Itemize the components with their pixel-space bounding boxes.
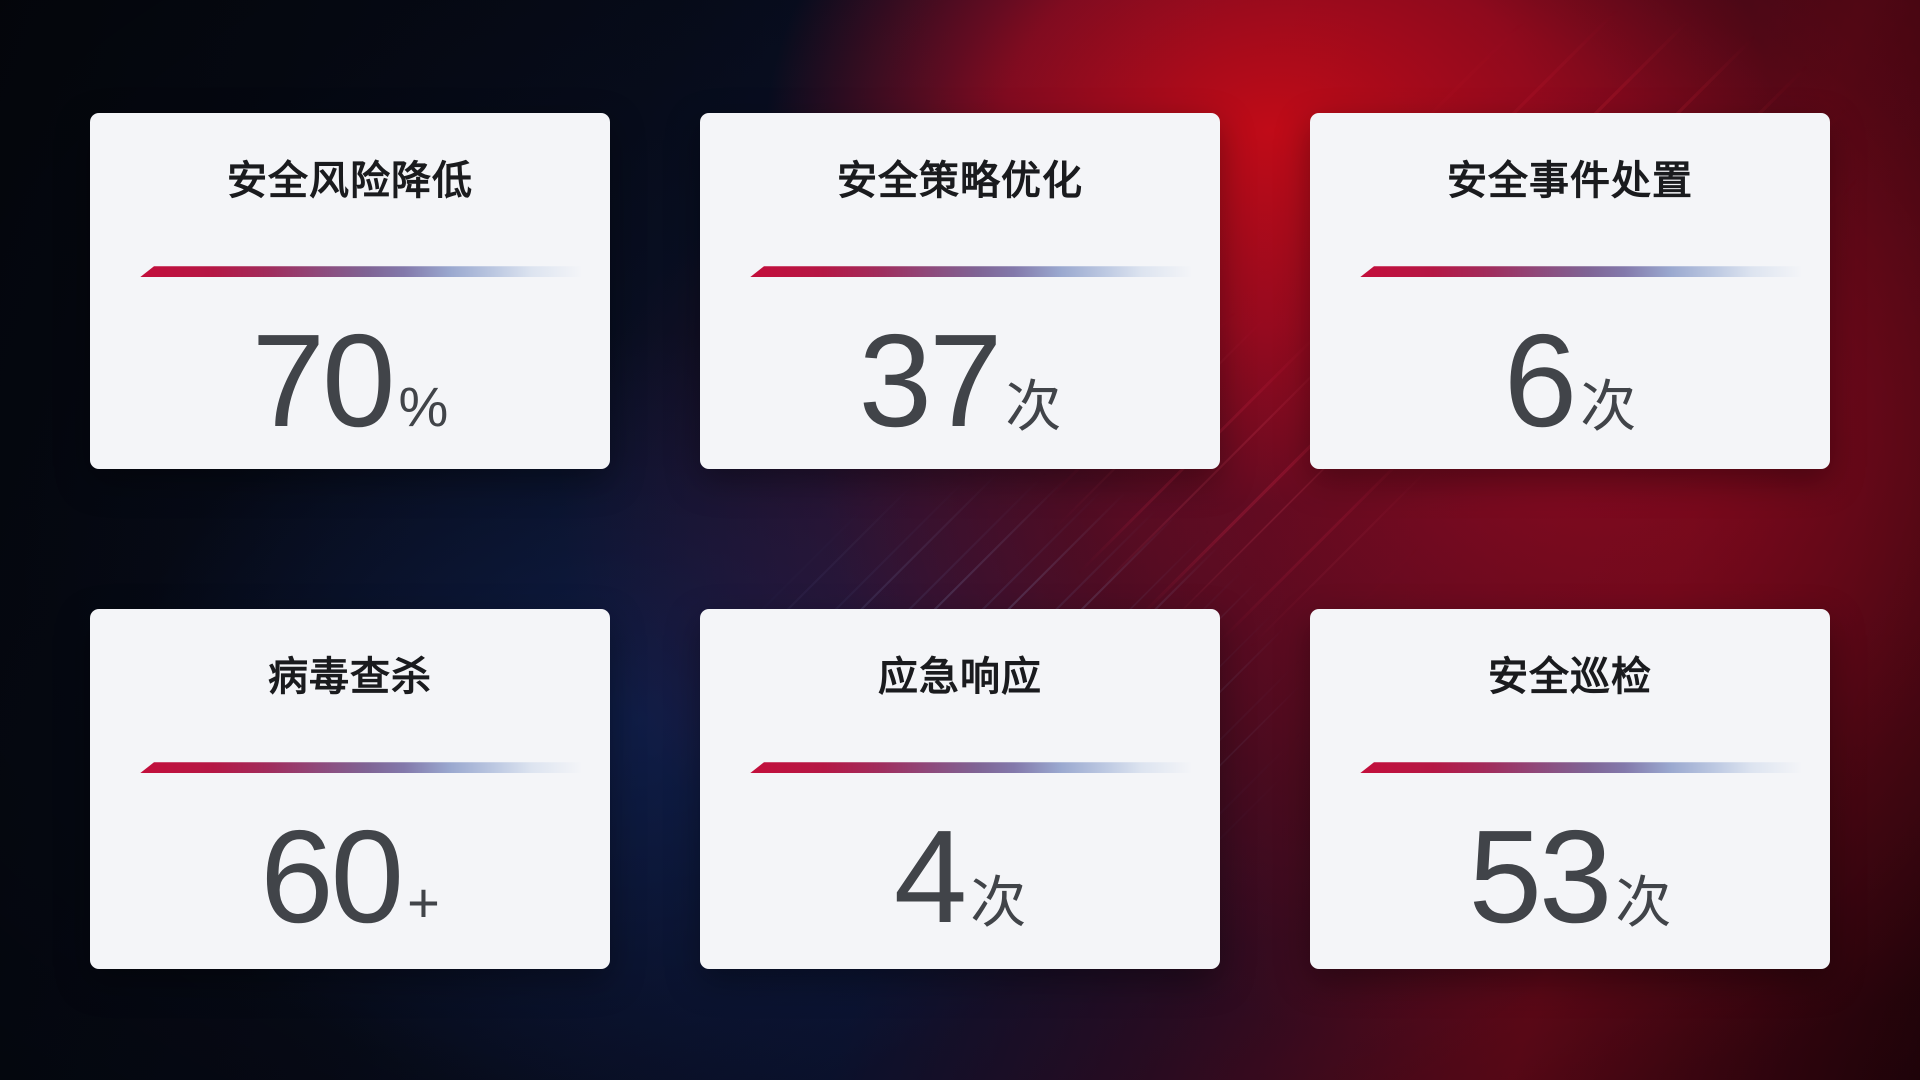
- stat-value-row: 4 次: [894, 811, 1026, 943]
- stat-card-virus-scan: 病毒查杀 60 +: [90, 609, 610, 969]
- accent-divider-line: [1360, 762, 1816, 774]
- stat-value: 60: [260, 803, 404, 951]
- card-title: 安全巡检: [1488, 655, 1652, 699]
- accent-divider-line: [750, 266, 1206, 278]
- stat-unit: 次: [970, 871, 1027, 935]
- accent-divider-line: [1360, 266, 1816, 278]
- stat-card-incident-handling: 安全事件处置 6 次: [1310, 113, 1830, 469]
- stat-card-security-inspection: 安全巡检 53 次: [1310, 609, 1830, 969]
- stat-unit: 次: [1005, 375, 1062, 439]
- stat-unit: 次: [1615, 871, 1672, 935]
- stat-unit: 次: [1580, 375, 1637, 439]
- stat-card-emergency-response: 应急响应 4 次: [700, 609, 1220, 969]
- stat-card-policy-optimization: 安全策略优化 37 次: [700, 113, 1220, 469]
- accent-divider-line: [140, 762, 596, 774]
- stat-unit: +: [407, 871, 440, 935]
- stat-value-row: 6 次: [1504, 315, 1636, 447]
- stat-value-row: 37 次: [859, 315, 1062, 447]
- stat-card-risk-reduction: 安全风险降低 70 %: [90, 113, 610, 469]
- card-title: 安全事件处置: [1447, 159, 1693, 203]
- stat-value: 37: [858, 307, 1003, 455]
- stat-unit: %: [398, 375, 449, 439]
- stat-value: 70: [251, 307, 396, 455]
- card-title: 安全风险降低: [227, 159, 473, 203]
- stat-value: 4: [893, 803, 967, 951]
- stat-value-row: 53 次: [1469, 811, 1672, 943]
- card-title: 应急响应: [878, 655, 1042, 699]
- card-title: 安全策略优化: [837, 159, 1083, 203]
- stat-value-row: 70 %: [252, 315, 449, 447]
- card-title: 病毒查杀: [268, 655, 432, 699]
- stat-value: 6: [1503, 307, 1577, 455]
- stat-value-row: 60 +: [260, 811, 440, 943]
- accent-divider-line: [140, 266, 596, 278]
- stat-value: 53: [1468, 803, 1613, 951]
- accent-divider-line: [750, 762, 1206, 774]
- kpi-card-grid: 安全风险降低 70 % 安全策略优化 37 次 安全事件处置 6 次 病毒查: [90, 113, 1830, 969]
